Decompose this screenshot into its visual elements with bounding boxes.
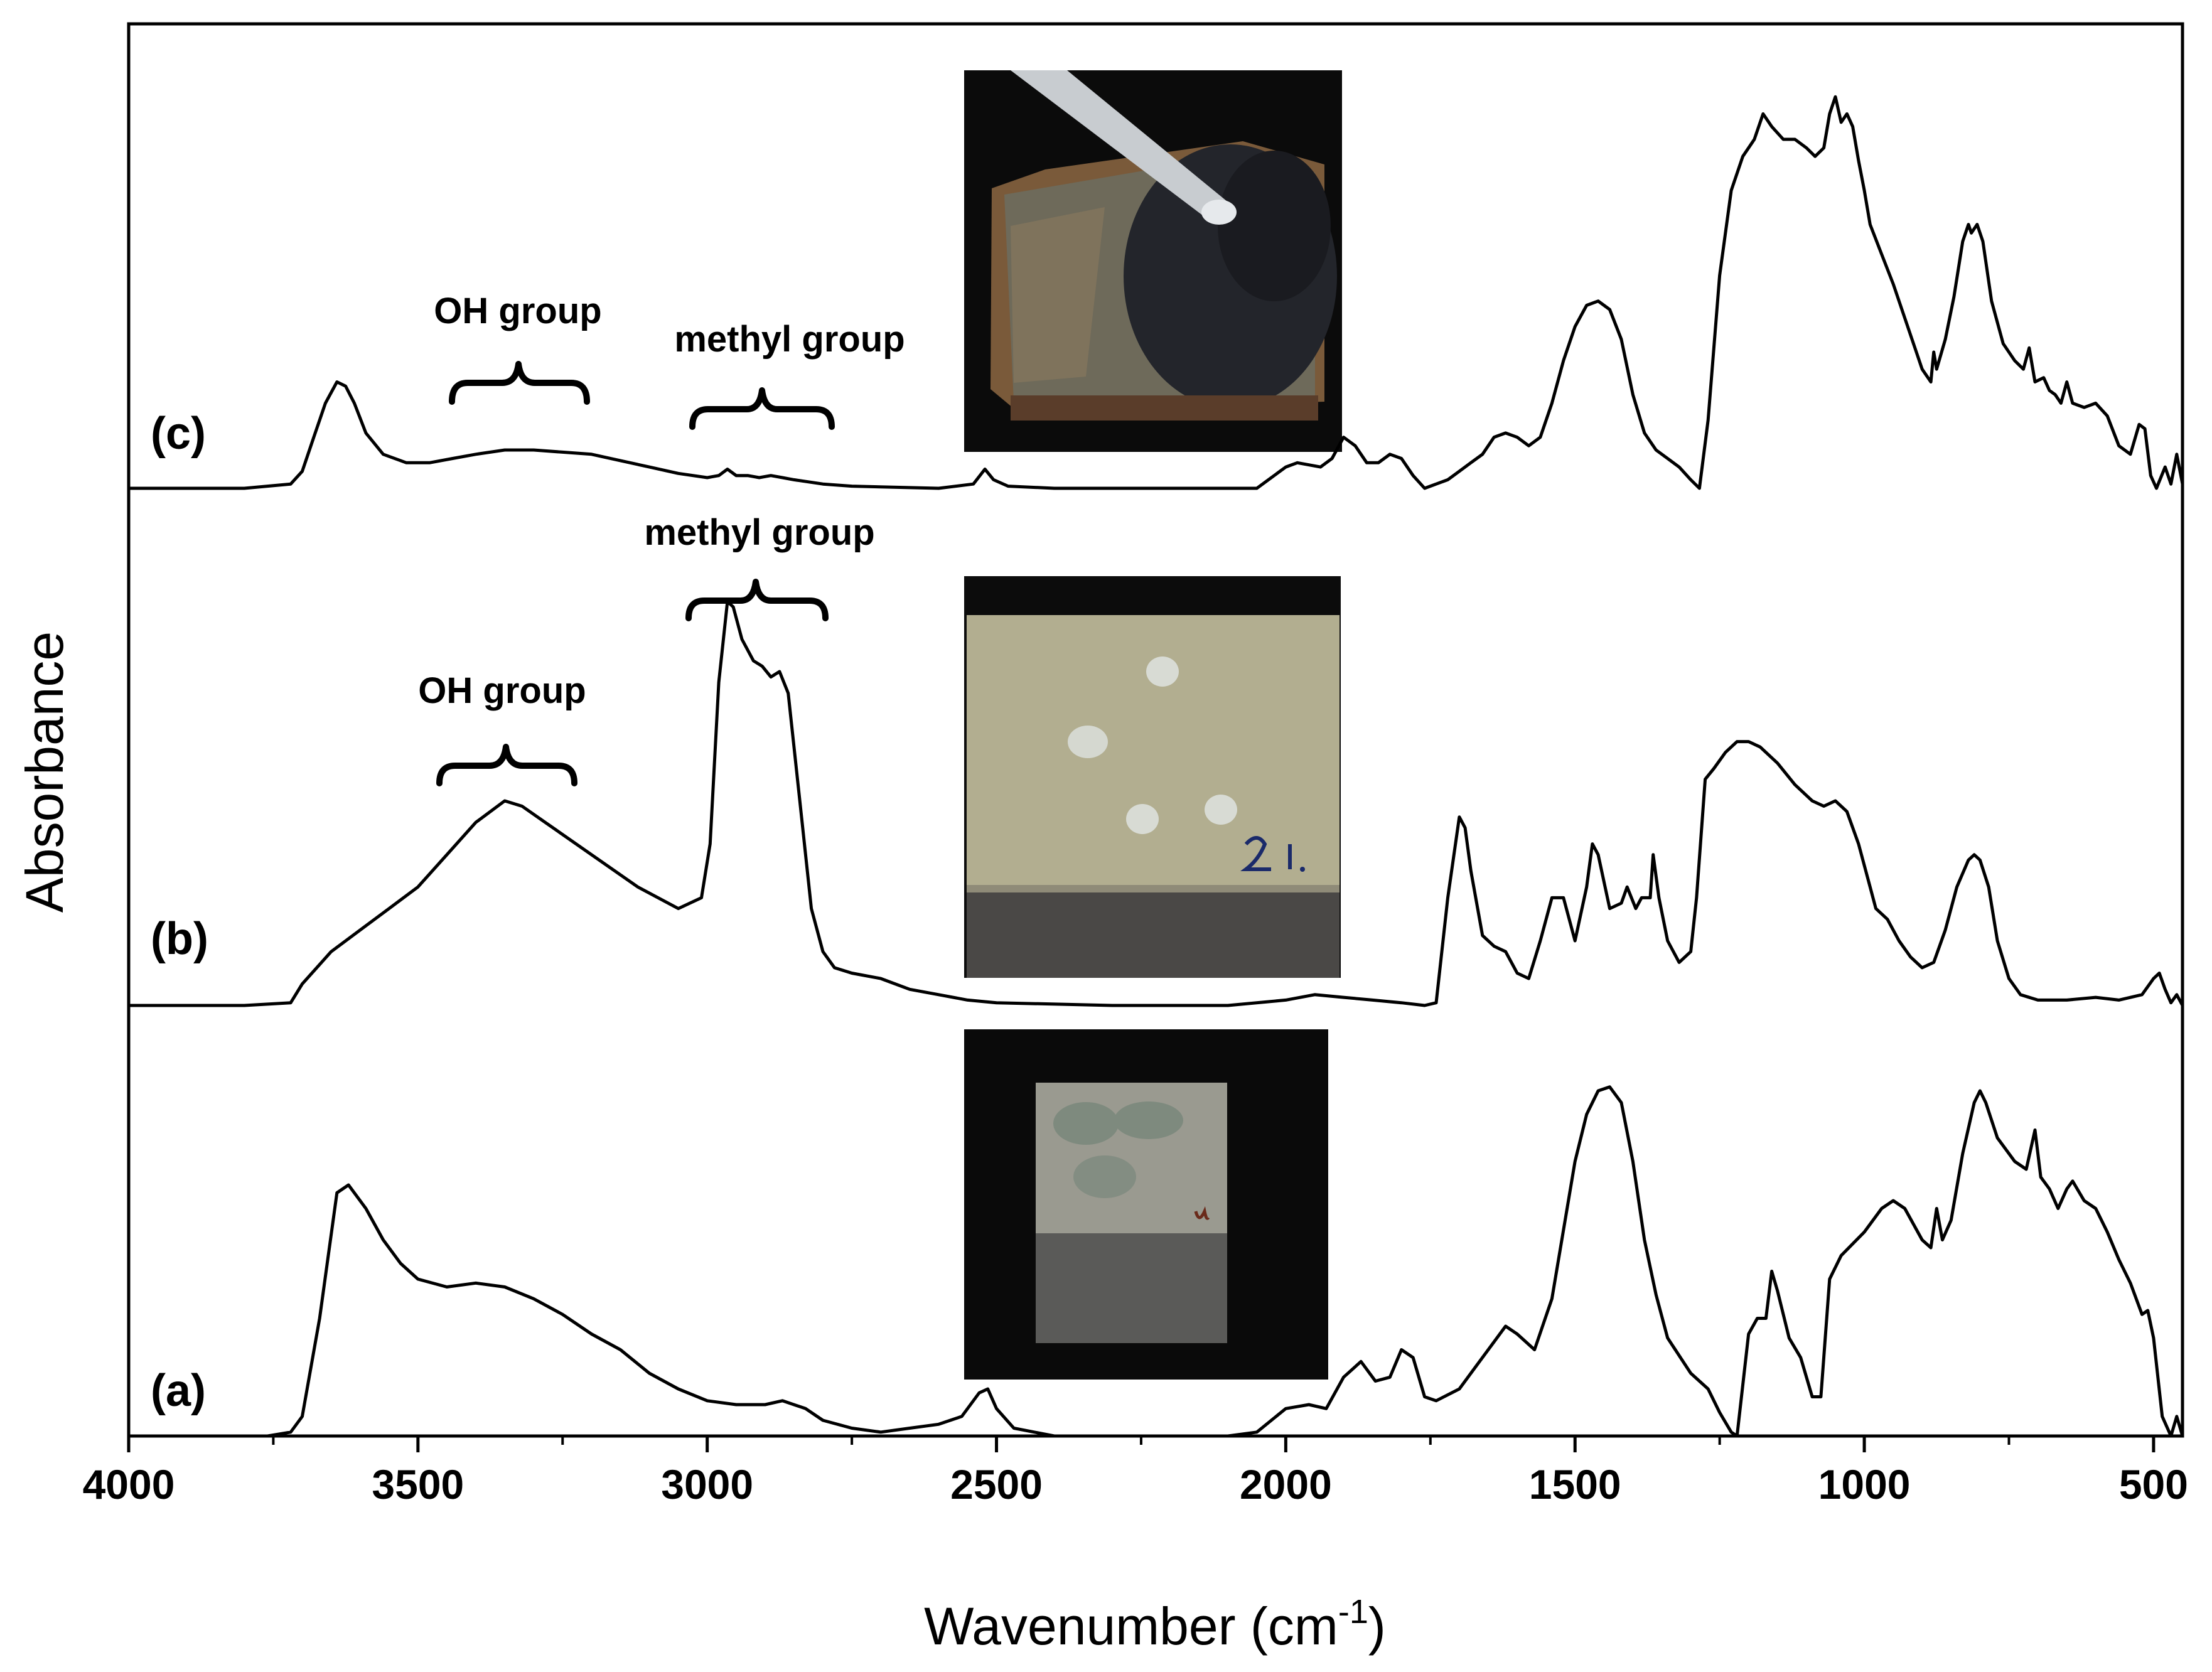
annotation-methyl-group-upper-brace <box>689 387 835 430</box>
annotation-oh-group-lower-brace <box>436 744 577 786</box>
x-tick-label-1000: 1000 <box>1818 1461 1911 1508</box>
series-c-label: (c) <box>151 409 206 459</box>
annotation-oh-group-lower: OH group <box>418 670 586 786</box>
series-a-line <box>129 1085 2184 1438</box>
annotation-methyl-group-lower-brace <box>685 579 829 621</box>
annotation-oh-group-upper: OH group <box>434 291 602 405</box>
series-b-label: (b) <box>151 914 208 964</box>
x-tick-label-2500: 2500 <box>950 1461 1043 1508</box>
x-tick-label-1500: 1500 <box>1529 1461 1621 1508</box>
x-axis-ticks: 4000 3500 3000 2500 2000 1500 1000 500 <box>83 1436 2188 1508</box>
annotation-methyl-group-upper: methyl group <box>674 319 905 430</box>
x-axis-title: Wavenumber (cm-1) <box>924 1593 1386 1656</box>
annotation-oh-group-lower-text: OH group <box>418 670 586 711</box>
x-tick-label-500: 500 <box>2119 1461 2188 1508</box>
y-axis-title: Absorbance <box>15 631 74 913</box>
x-tick-label-3500: 3500 <box>372 1461 464 1508</box>
inset-photo-a <box>964 1029 1328 1380</box>
x-axis-title-close: ) <box>1368 1597 1386 1656</box>
x-tick-label-2000: 2000 <box>1240 1461 1332 1508</box>
annotation-oh-group-upper-text: OH group <box>434 291 601 331</box>
annotation-methyl-group-lower-text: methyl group <box>644 512 874 553</box>
annotation-oh-group-upper-brace <box>449 361 590 405</box>
annotation-methyl-group-lower: methyl group <box>644 512 875 621</box>
x-axis-title-text: Wavenumber (cm <box>924 1597 1338 1656</box>
inset-photo-b <box>964 576 1341 978</box>
x-tick-label-4000: 4000 <box>83 1461 175 1508</box>
annotation-methyl-group-upper-text: methyl group <box>674 319 905 360</box>
series-b-line <box>129 600 2184 1007</box>
inset-photo-c <box>964 70 1342 452</box>
series-c-line <box>129 95 2184 490</box>
x-tick-label-3000: 3000 <box>661 1461 753 1508</box>
x-axis-title-superscript: -1 <box>1338 1593 1368 1631</box>
series-a-label: (a) <box>151 1366 206 1416</box>
